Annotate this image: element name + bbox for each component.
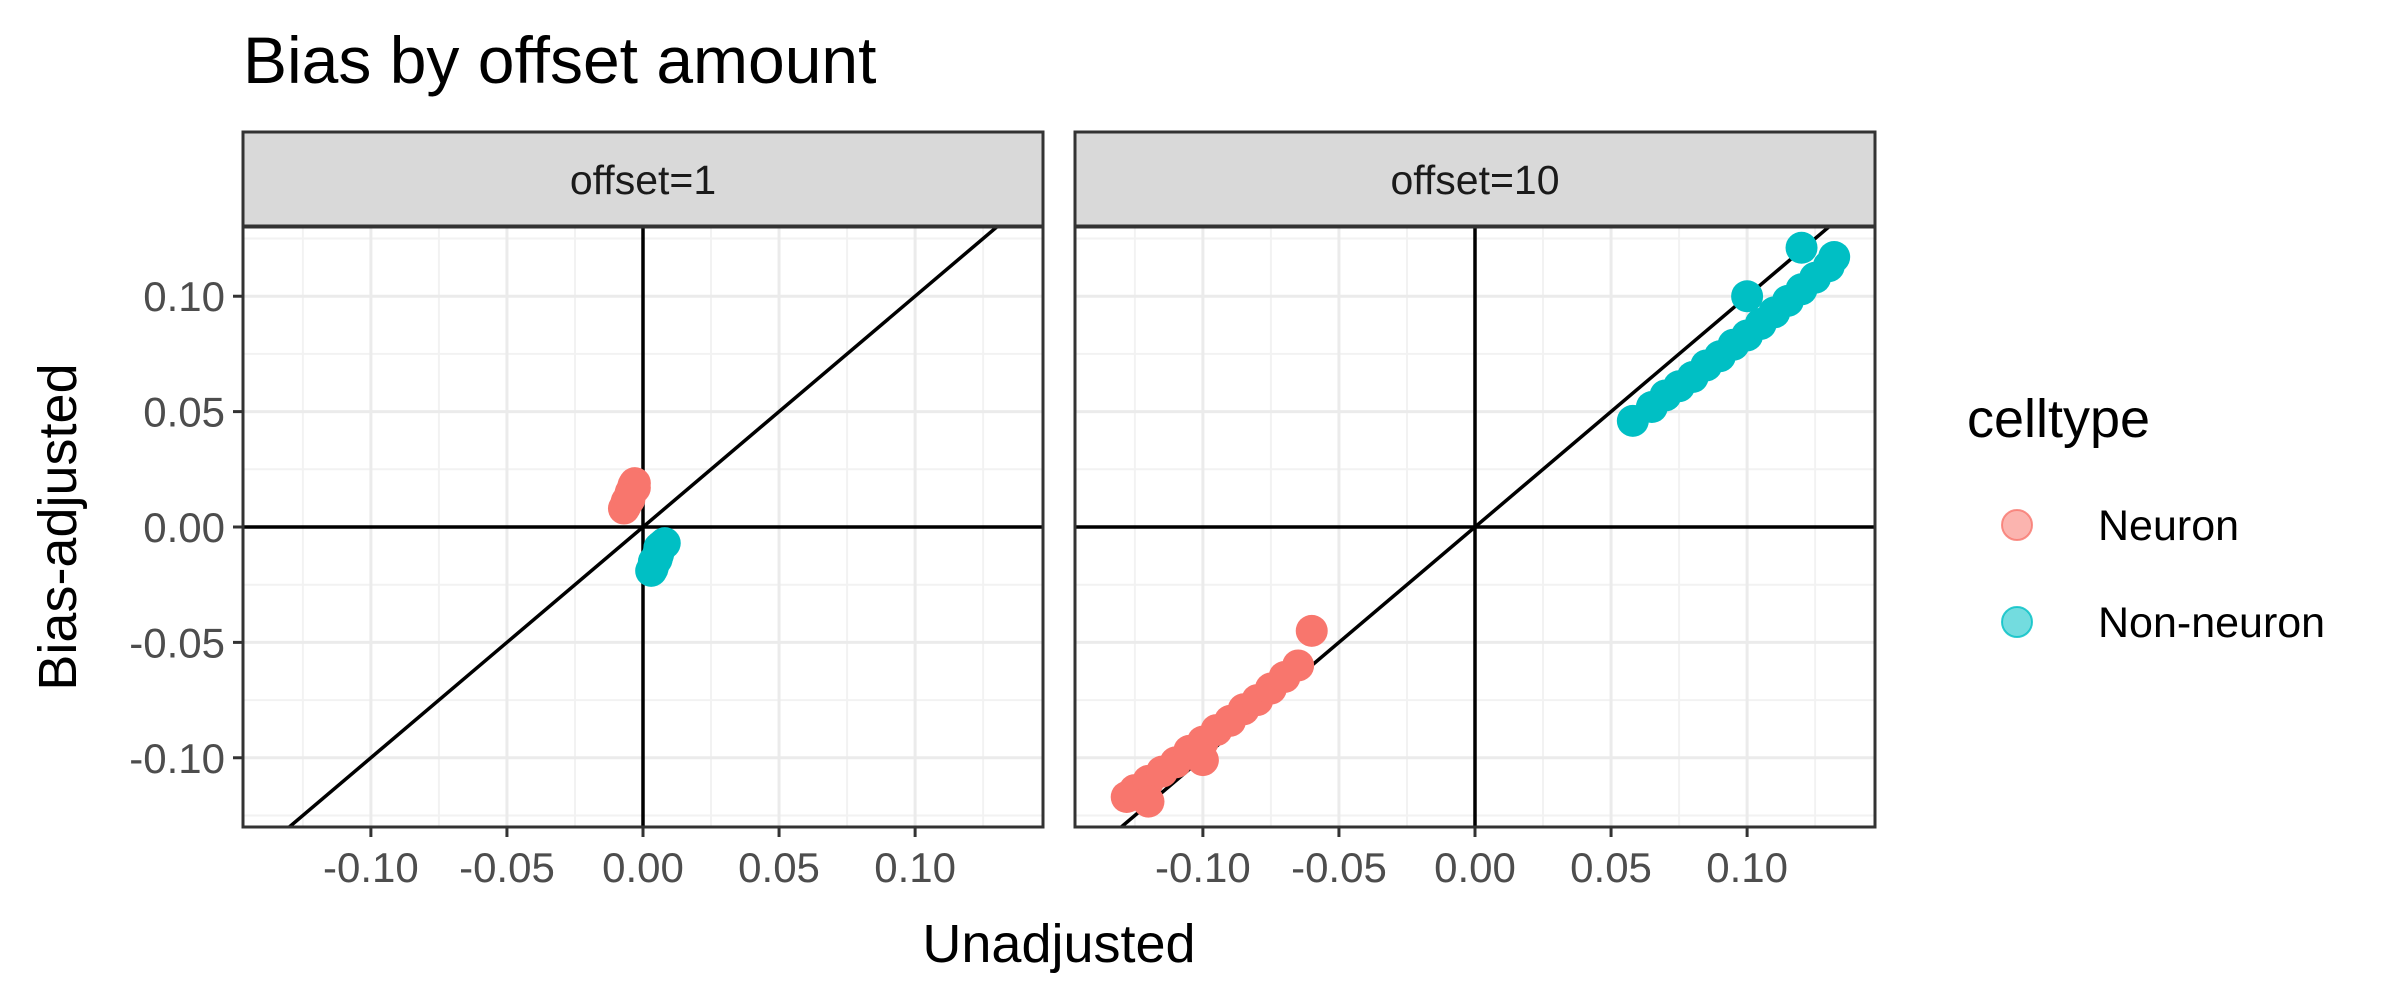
x-tick-label: -0.10: [323, 844, 419, 891]
data-point: [613, 483, 646, 516]
series-non-neuron: [1616, 231, 1851, 437]
data-point: [1818, 241, 1851, 273]
data-point: [1785, 231, 1818, 264]
legend-label: Neuron: [2098, 502, 2239, 550]
y-tick-label: -0.05: [129, 619, 225, 666]
facet-strip: [1073, 130, 1877, 228]
legend: celltype Neuron Non-neuron: [1967, 389, 2325, 647]
legend-swatch: [2001, 606, 2033, 638]
x-tick-label: -0.05: [1291, 844, 1387, 891]
x-tick-label: -0.10: [1155, 844, 1251, 891]
x-tick-label: 0.00: [602, 844, 684, 891]
facet-panel-1: offset=1 -0.10 -0.05 0.00 0.05 0.10 -0.10 -0.05…: [129, 130, 1045, 891]
x-tick-label: -0.05: [459, 844, 555, 891]
x-axis-title: Unadjusted: [922, 914, 1195, 974]
panel-content: [1075, 227, 1875, 827]
facet-panel-2: offset=10 -0.10 -0.05 0.00 0.05 0.10: [1073, 130, 1877, 891]
y-tick-label: 0.05: [143, 389, 225, 436]
y-tick-label: 0.10: [143, 273, 225, 320]
facet-strip: [241, 130, 1045, 228]
x-tick-label: 0.05: [1570, 844, 1652, 891]
facet-strip-label: offset=1: [570, 157, 716, 203]
y-tick-label: -0.10: [129, 735, 225, 782]
x-tick-label: 0.10: [1706, 844, 1788, 891]
data-point: [1132, 785, 1165, 818]
identity-line: [286, 227, 1000, 827]
legend-swatch: [2001, 509, 2033, 541]
facet-panels: offset=1 -0.10 -0.05 0.00 0.05 0.10 -0.10 -0.05…: [129, 130, 1877, 891]
x-tick-label: 0.00: [1434, 844, 1516, 891]
y-tick-label: 0.00: [143, 504, 225, 551]
facet-strip-label: offset=10: [1390, 157, 1559, 203]
series-non-neuron: [635, 527, 681, 587]
series-neuron: [1110, 614, 1328, 818]
series-neuron: [607, 467, 651, 525]
data-point: [1731, 280, 1764, 313]
data-point: [637, 545, 670, 578]
legend-label: Non-neuron: [2098, 599, 2325, 647]
chart-title: Bias by offset amount: [243, 23, 876, 97]
data-point: [1295, 614, 1328, 647]
data-point: [1186, 744, 1219, 777]
y-axis-title: Bias-adjusted: [28, 363, 88, 690]
x-tick-label: 0.05: [738, 844, 820, 891]
identity-line: [1118, 227, 1832, 827]
panel-content: [243, 227, 1043, 827]
legend-title: celltype: [1967, 389, 2150, 449]
legend-items: Neuron Non-neuron: [2001, 502, 2325, 647]
data-point: [1282, 649, 1315, 682]
x-tick-label: 0.10: [874, 844, 956, 891]
